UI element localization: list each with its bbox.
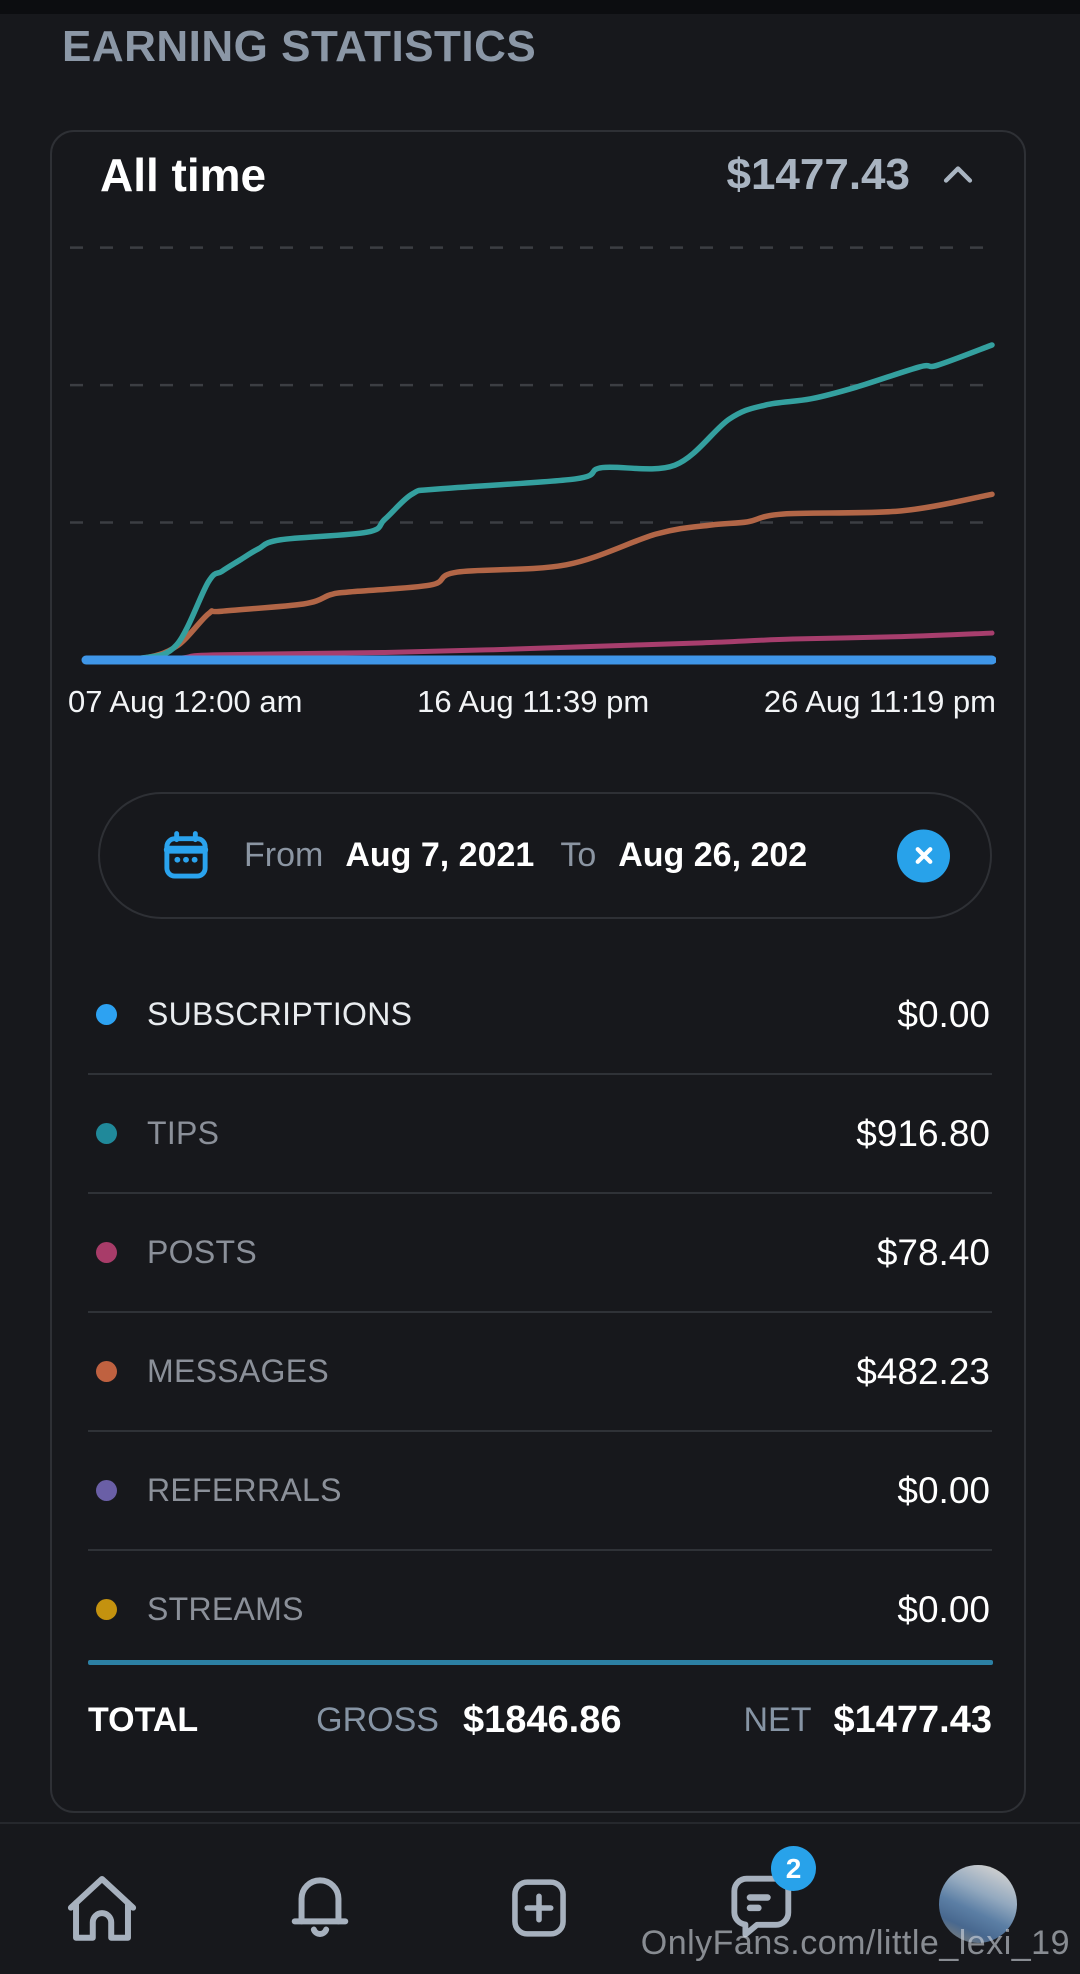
row-label: MESSAGES xyxy=(147,1353,330,1389)
messages-badge: 2 xyxy=(771,1846,816,1891)
row-label: SUBSCRIPTIONS xyxy=(147,996,413,1032)
chart-x-axis: 07 Aug 12:00 am 16 Aug 11:39 pm 26 Aug 1… xyxy=(68,684,996,720)
row-divider xyxy=(88,1549,992,1551)
badge-count: 2 xyxy=(785,1852,802,1884)
referrals-dot-icon xyxy=(96,1480,117,1501)
x-tick-start: 07 Aug 12:00 am xyxy=(68,684,303,719)
row-label: TIPS xyxy=(147,1115,220,1151)
row-divider xyxy=(88,1192,992,1194)
period-label: All time xyxy=(100,149,267,201)
net-value: $1477.43 xyxy=(833,1698,993,1741)
home-icon[interactable] xyxy=(60,1866,144,1948)
x-tick-mid: 16 Aug 11:39 pm xyxy=(417,684,650,719)
messages-dot-icon xyxy=(96,1361,117,1382)
earnings-card: All time $1477.43 07 Aug 12:00 am 16 Aug… xyxy=(50,130,1026,1813)
close-icon xyxy=(915,847,932,864)
row-divider xyxy=(88,1073,992,1075)
row-divider xyxy=(88,1311,992,1313)
watermark-text: OnlyFans.com/little_lexi_19 xyxy=(640,1924,1070,1962)
row-value: $0.00 xyxy=(897,1588,990,1630)
list-item-tips[interactable]: TIPS $916.80 xyxy=(52,1075,1028,1192)
profile-avatar[interactable] xyxy=(939,1865,1017,1943)
status-bar-strip xyxy=(0,0,1080,14)
row-value: $0.00 xyxy=(897,993,990,1035)
bottom-nav-divider xyxy=(0,1822,1080,1824)
list-item-referrals[interactable]: REFERRALS $0.00 xyxy=(52,1432,1028,1549)
list-item-posts[interactable]: POSTS $78.40 xyxy=(52,1194,1028,1311)
posts-dot-icon xyxy=(96,1242,117,1263)
page-title: EARNING STATISTICS xyxy=(62,22,537,71)
total-row: TOTAL GROSS $1846.86 NET $1477.43 xyxy=(52,1688,1028,1752)
list-item-streams[interactable]: STREAMS $0.00 xyxy=(52,1551,1028,1668)
total-separator xyxy=(88,1660,993,1665)
row-label: POSTS xyxy=(147,1234,257,1270)
total-label: TOTAL xyxy=(88,1700,199,1739)
period-header[interactable]: All time $1477.43 xyxy=(100,144,980,206)
list-item-messages[interactable]: MESSAGES $482.23 xyxy=(52,1313,1028,1430)
row-label: STREAMS xyxy=(147,1591,304,1627)
to-date-value: Aug 26, 202 xyxy=(618,836,808,874)
bell-icon[interactable] xyxy=(278,1866,362,1948)
period-total: $1477.43 xyxy=(726,150,910,199)
row-value: $482.23 xyxy=(856,1350,990,1392)
calendar-icon xyxy=(158,828,214,884)
chevron-up-icon[interactable] xyxy=(936,153,980,197)
net-label: NET xyxy=(743,1700,812,1739)
tips-dot-icon xyxy=(96,1123,117,1144)
row-value: $916.80 xyxy=(856,1112,990,1154)
new-post-icon[interactable] xyxy=(502,1871,576,1945)
gross-value: $1846.86 xyxy=(462,1698,622,1741)
list-item-subscriptions[interactable]: SUBSCRIPTIONS $0.00 xyxy=(52,956,1028,1073)
to-label: To xyxy=(560,836,597,874)
row-value: $78.40 xyxy=(876,1231,990,1273)
gross-label: GROSS xyxy=(316,1700,439,1739)
earnings-line-chart xyxy=(70,246,996,665)
earnings-breakdown-list: SUBSCRIPTIONS $0.00 TIPS $916.80 POSTS $… xyxy=(52,956,1028,1668)
from-label: From xyxy=(244,836,324,874)
streams-dot-icon xyxy=(96,1599,117,1620)
row-label: REFERRALS xyxy=(147,1472,342,1508)
x-tick-end: 26 Aug 11:19 pm xyxy=(763,684,996,719)
row-divider xyxy=(88,1430,992,1432)
date-range-filter[interactable]: From Aug 7, 2021 To Aug 26, 202 xyxy=(98,792,992,919)
row-value: $0.00 xyxy=(897,1469,990,1511)
clear-date-filter-button[interactable] xyxy=(897,829,950,882)
subscriptions-dot-icon xyxy=(96,1004,117,1025)
from-date-value: Aug 7, 2021 xyxy=(345,836,535,874)
